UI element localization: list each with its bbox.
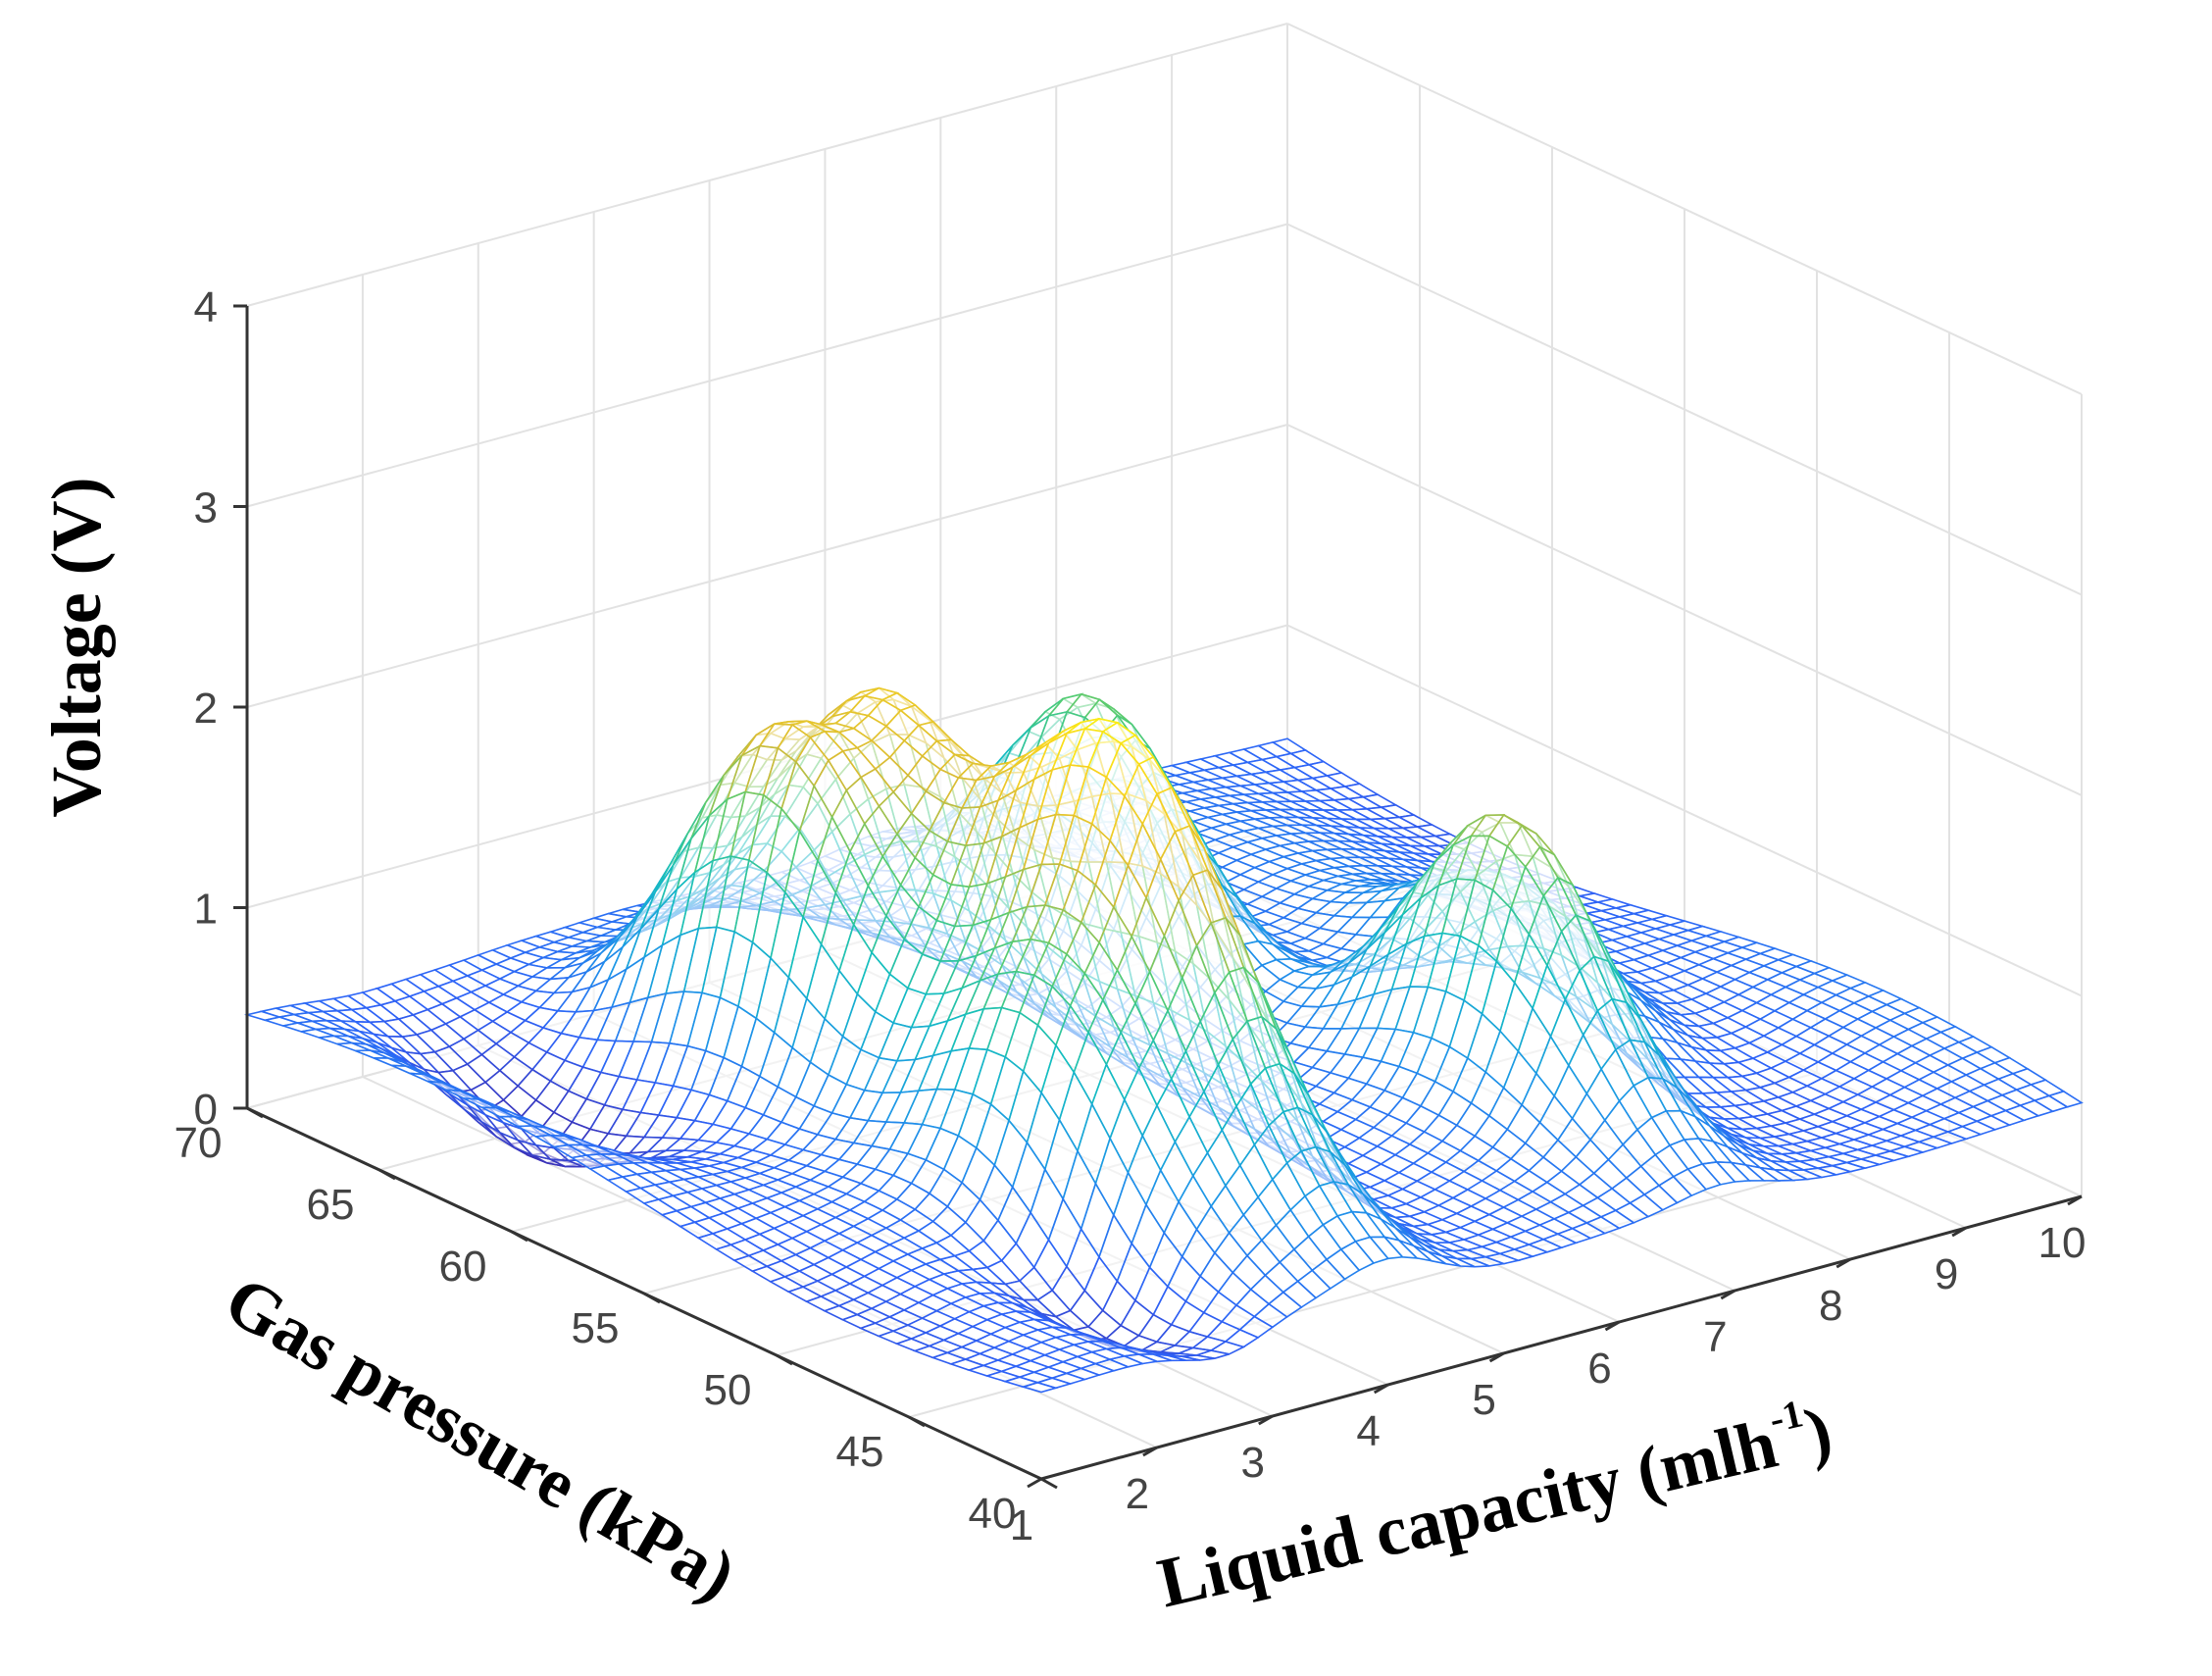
x-tick-label: 8 xyxy=(1819,1282,1842,1330)
x-tick-label: 10 xyxy=(2038,1219,2086,1267)
grid-line xyxy=(1286,223,2083,596)
tick-mark xyxy=(1258,1414,1274,1426)
y-axis-title: Gas pressure (kPa) xyxy=(213,1260,749,1615)
x-axis-title-main: Liquid capacity (mlh xyxy=(1151,1404,1785,1623)
z-axis-title: Voltage (V) xyxy=(37,477,116,817)
y-tick-label: 50 xyxy=(704,1366,752,1414)
x-tick-label: 6 xyxy=(1587,1345,1611,1393)
tick-mark xyxy=(776,1353,793,1366)
tick-mark xyxy=(908,1415,926,1428)
z-tick-label: 2 xyxy=(194,685,218,733)
y-tick-label: 40 xyxy=(969,1490,1017,1538)
z-tick-label: 0 xyxy=(194,1086,218,1134)
y-tick-label: 55 xyxy=(572,1304,620,1352)
z-tick-label: 3 xyxy=(194,484,218,533)
tick-mark xyxy=(1604,1320,1621,1332)
z-tick-label: 4 xyxy=(194,283,218,331)
tick-mark xyxy=(246,1106,264,1119)
tick-mark xyxy=(1951,1226,1967,1238)
x-tick-label: 3 xyxy=(1241,1439,1265,1487)
tick-mark xyxy=(1488,1351,1505,1363)
tick-mark xyxy=(378,1168,396,1181)
tick-mark xyxy=(1142,1446,1158,1457)
x-tick-label: 4 xyxy=(1356,1407,1380,1455)
tick-mark xyxy=(1720,1289,1736,1300)
y-tick-label: 60 xyxy=(439,1243,487,1291)
y-axis-title-text: Gas pressure (kPa) xyxy=(213,1260,749,1615)
x-tick-label: 7 xyxy=(1703,1313,1727,1361)
surface-mesh xyxy=(243,686,2084,1394)
tick-mark xyxy=(2067,1194,2083,1206)
grid-line xyxy=(1286,624,2083,997)
z-tick-label: 1 xyxy=(194,886,218,934)
tick-mark xyxy=(1835,1257,1851,1269)
grid-line xyxy=(246,424,1288,708)
grid-line xyxy=(1286,424,2083,796)
grid-line xyxy=(246,223,1288,508)
y-tick-label: 45 xyxy=(836,1428,884,1476)
x-tick-label: 1 xyxy=(1010,1501,1033,1549)
tick-mark xyxy=(1040,1477,1058,1490)
grid-line xyxy=(246,23,1288,307)
surface-patch xyxy=(1020,1381,1059,1394)
tick-mark xyxy=(1027,1477,1042,1489)
y-tick-label: 65 xyxy=(307,1181,355,1229)
x-tick-label: 2 xyxy=(1126,1470,1149,1518)
tick-mark xyxy=(511,1230,528,1243)
x-axis-line xyxy=(1040,1194,2083,1481)
x-tick-label: 9 xyxy=(1935,1250,1958,1298)
x-tick-label: 5 xyxy=(1472,1376,1495,1424)
y-tick-label: 70 xyxy=(175,1119,223,1167)
grid-line xyxy=(1286,23,2083,395)
tick-mark xyxy=(643,1292,661,1304)
tick-mark xyxy=(1373,1383,1389,1395)
